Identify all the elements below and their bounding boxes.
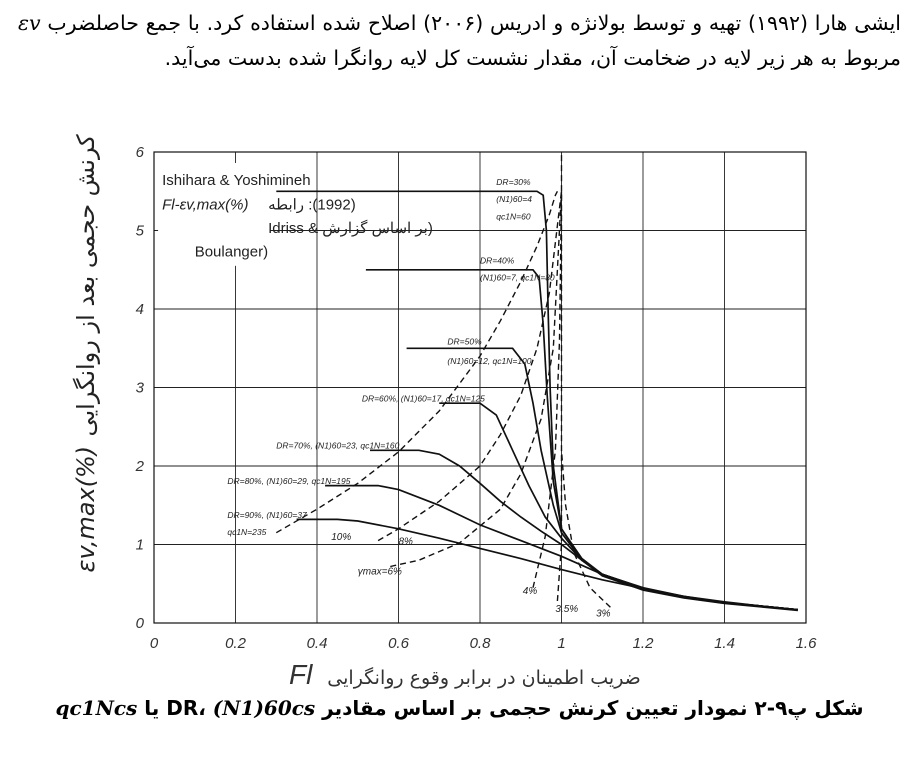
caption-or: یا xyxy=(137,696,167,720)
x-tick-label: 0.4 xyxy=(307,635,328,652)
strain-percent-label: γmax=6% xyxy=(358,566,402,577)
x-tick-label: 1.4 xyxy=(714,635,735,652)
x-axis-symbol: Fl xyxy=(289,659,313,690)
strain-percent-label: 10% xyxy=(331,532,351,543)
strain-percent-label: 3.5% xyxy=(555,604,578,615)
dashed-strain-curve xyxy=(532,191,563,588)
caption-symbol-n160: (N1)60cs xyxy=(212,696,316,720)
body-paragraph: ایشی هارا (۱۹۹۲) تهیه و توسط بولانژه و ا… xyxy=(18,6,901,76)
y-tick-label: 5 xyxy=(136,223,145,240)
dashed-strain-curve xyxy=(560,450,611,608)
x-tick-label: 1.2 xyxy=(633,635,655,652)
x-tick-label: 0.8 xyxy=(470,635,492,652)
legend-line-3: (بر اساس گزارش & Idriss xyxy=(268,219,433,237)
y-axis-symbol: εv,max(%) xyxy=(72,446,100,573)
paragraph-line-1: ایشی هارا (۱۹۹۲) تهیه و توسط بولانژه و ا… xyxy=(187,11,901,35)
y-tick-label: 2 xyxy=(135,458,145,475)
solid-dr-curve xyxy=(365,268,798,611)
x-tick-label: 0.6 xyxy=(388,635,410,652)
legend-box xyxy=(158,162,271,266)
legend-line-1: Ishihara & Yoshimineh xyxy=(162,172,310,189)
legend-line-2a: Fl-εv,max(%) xyxy=(162,196,248,213)
curves xyxy=(275,152,798,612)
axes: 0 0.2 0.4 0.6 0.8 1 1.2 1.4 1.6 0 1 2 3 4 5 6 کرنش حجمی … xyxy=(72,134,817,690)
figure-caption: شکل پ۹-۲ نمودار تعیین کرنش حجمی بر اساس … xyxy=(0,696,919,720)
caption-text: شکل پ۹-۲ نمودار تعیین کرنش حجمی بر اساس … xyxy=(166,696,864,720)
dr-label: DR=80%, (N1)60=29, qc1N=195 xyxy=(227,476,350,486)
y-axis-title-fa: کرنش حجمی بعد از روانگرایی xyxy=(72,134,100,437)
legend-line-4: Boulanger) xyxy=(195,243,268,260)
x-tick-label: 1.6 xyxy=(796,635,818,652)
dr-label: (N1)60=4 xyxy=(496,194,532,204)
x-tick-label: 0.2 xyxy=(225,635,247,652)
y-tick-label: 3 xyxy=(136,380,145,397)
plot-frame xyxy=(153,151,807,624)
x-tick-label: 0 xyxy=(150,635,159,652)
x-tick-label: 1 xyxy=(557,635,565,652)
solid-dr-curve xyxy=(296,518,798,611)
dr-label: DR=60%, (N1)60=17, qc1N=125 xyxy=(362,394,485,404)
legend-line-2b: (1992): رابطه xyxy=(268,196,356,213)
dr-label: qc1N=235 xyxy=(227,527,266,537)
dashed-strain-curve xyxy=(275,190,559,534)
dashed-strain-curve xyxy=(390,191,563,568)
caption-symbol-qc1n: qc1Ncs xyxy=(55,696,138,720)
volumetric-strain-chart: Ishihara & Yoshimineh Fl-εv,max(%) (1992):… xyxy=(72,134,817,690)
solid-dr-curve xyxy=(439,402,798,611)
dr-label: DR=40% xyxy=(480,255,515,265)
y-tick-label: 6 xyxy=(136,144,145,161)
strain-percent-label: 4% xyxy=(523,586,538,597)
dr-label: DR=90%, (N1)60=37 xyxy=(227,510,307,520)
dr-label: (N1)60=12, qc1N=100 xyxy=(447,356,531,366)
epsilon-v-symbol: εv xyxy=(18,11,41,35)
dr-label: DR=70%, (N1)60=23, qc1N=160 xyxy=(276,441,399,451)
x-axis-title-fa: ضریب اطمینان در برابر وقوع روانگرایی xyxy=(327,666,641,689)
solid-dr-curve xyxy=(370,449,798,611)
dr-label: (N1)60=7, qc1N=80 xyxy=(480,273,555,283)
dr-label: DR=50% xyxy=(447,336,482,346)
legend: Ishihara & Yoshimineh Fl-εv,max(%) (1992):… xyxy=(162,172,433,260)
paragraph-line-3: شده بدست می‌آید. xyxy=(164,46,327,70)
strain-percent-label: 8% xyxy=(399,537,414,548)
paragraph-line-2a: جمع حاصلضرب xyxy=(40,11,182,35)
paragraph-line-2b: مربوط به هر زیر لایه در ضخامت آن، مقدار … xyxy=(333,46,901,70)
curve-annotations: DR=30% (N1)60=4 qc1N=60 DR=40% (N1)60=7, qc1… xyxy=(227,177,610,620)
y-tick-label: 0 xyxy=(136,615,145,632)
dashed-strain-curve xyxy=(556,152,563,602)
strain-percent-label: 3% xyxy=(596,609,611,620)
y-tick-label: 1 xyxy=(136,537,144,554)
dashed-strain-curve xyxy=(377,191,563,542)
dr-label: qc1N=60 xyxy=(496,212,531,222)
y-tick-label: 4 xyxy=(136,301,144,318)
dr-label: DR=30% xyxy=(496,177,531,187)
